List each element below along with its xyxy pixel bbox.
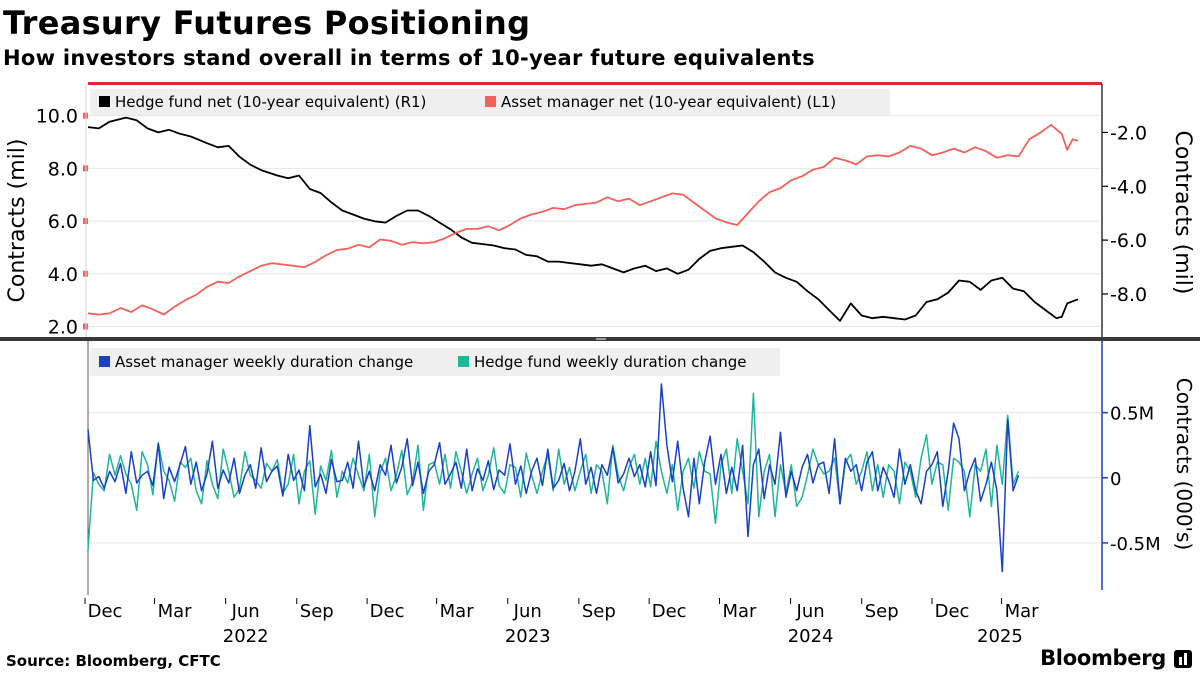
- x-axis-month-label: Sep: [582, 601, 616, 622]
- hedge-fund-weekly-line: [87, 392, 1020, 550]
- x-axis-month-label: Jun: [513, 601, 542, 622]
- legend-swatch-asset-manager-weekly: [99, 356, 110, 367]
- left-axis-tick-label: 10.0: [36, 106, 78, 128]
- weekly-change-panel: 0.5M 0 -0.5M Contracts (000's) Asset manager…: [87, 341, 1196, 595]
- legend-label-hedge-fund-weekly: Hedge fund weekly duration change: [474, 353, 746, 371]
- x-axis: Dec Mar Jun Sep Dec Mar Jun Sep Dec Mar Jun Sep Dec M…: [84, 598, 1040, 647]
- x-axis-year-label: 2024: [788, 626, 834, 647]
- legend-label-asset-manager-weekly: Asset manager weekly duration change: [115, 353, 413, 371]
- x-axis-month-label: Mar: [1005, 601, 1040, 622]
- bottom-right-axis-tick-label: -0.5M: [1110, 534, 1161, 555]
- right-axis-tick-label: -6.0: [1110, 230, 1147, 252]
- x-axis-month-label: Sep: [300, 601, 334, 622]
- right-axis-tick-label: -4.0: [1110, 176, 1147, 198]
- right-axis-tick-label: -2.0: [1110, 122, 1147, 144]
- x-axis-month-label: Dec: [652, 601, 687, 622]
- right-axis-label: Contracts (mil): [1170, 131, 1195, 295]
- asset-manager-net-line: [87, 123, 1079, 316]
- legend-label-hedge-fund-net: Hedge fund net (10-year equivalent) (R1): [115, 93, 426, 111]
- bottom-right-axis-label: Contracts (000's): [1172, 378, 1196, 551]
- chart-subtitle: How investors stand overall in terms of …: [3, 46, 815, 70]
- chart-title: Treasury Futures Positioning: [3, 4, 531, 42]
- x-axis-month-label: Dec: [88, 601, 123, 622]
- bottom-right-axis-tick-label: 0.5M: [1110, 404, 1154, 425]
- legend-swatch-hedge-fund-net: [99, 96, 110, 107]
- source-note: Source: Bloomberg, CFTC: [6, 652, 221, 670]
- top-accent-bar: [88, 82, 1102, 85]
- x-axis-year-label: 2022: [223, 626, 269, 647]
- left-axis-tick-label: 2.0: [48, 316, 78, 338]
- hedge-fund-net-line: [87, 116, 1079, 322]
- bottom-legend-box: [90, 348, 780, 376]
- x-axis-year-label: 2025: [977, 626, 1023, 647]
- bloomberg-logo: Bloomberg: [1040, 646, 1166, 670]
- x-axis-year-label: 2023: [505, 626, 551, 647]
- legend-swatch-asset-manager-net: [485, 96, 496, 107]
- panel-divider-grip: [596, 338, 606, 340]
- x-axis-month-label: Dec: [935, 601, 970, 622]
- bloomberg-terminal-icon: [1174, 650, 1192, 668]
- legend-label-asset-manager-net: Asset manager net (10-year equivalent) (…: [501, 93, 836, 111]
- left-axis-tick-label: 4.0: [48, 264, 78, 286]
- bottom-right-axis-tick-label: 0: [1110, 469, 1121, 490]
- left-axis-label: Contracts (mil): [5, 139, 30, 303]
- positions-panel: 2.0 4.0 6.0 8.0 10.0 Contracts (mil) -2.0 -4.0 -…: [0, 82, 1200, 341]
- x-axis-month-label: Mar: [723, 601, 758, 622]
- x-axis-month-label: Mar: [440, 601, 475, 622]
- legend-swatch-hedge-fund-weekly: [458, 356, 469, 367]
- left-axis-tick-label: 6.0: [48, 211, 78, 233]
- right-axis-tick-label: -8.0: [1110, 284, 1147, 306]
- asset-manager-weekly-line: [87, 383, 1020, 573]
- x-axis-month-label: Sep: [865, 601, 899, 622]
- left-axis-tick-label: 8.0: [48, 158, 78, 180]
- x-axis-month-label: Jun: [796, 601, 825, 622]
- x-axis-month-label: Jun: [231, 601, 260, 622]
- x-axis-month-label: Dec: [370, 601, 405, 622]
- x-axis-month-label: Mar: [158, 601, 193, 622]
